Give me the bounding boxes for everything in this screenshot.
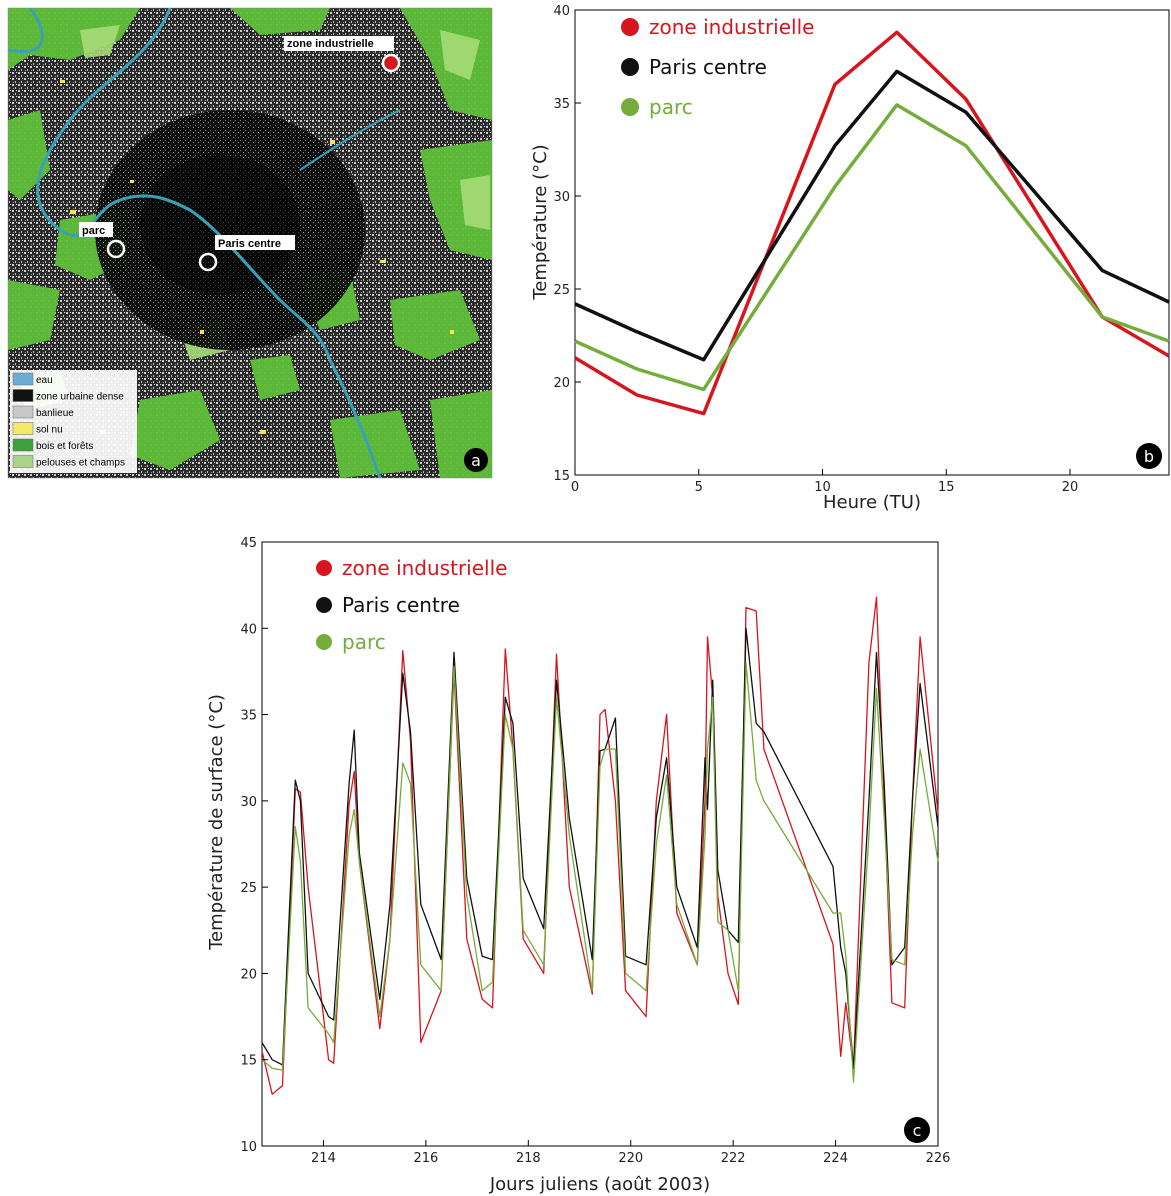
- y-tick-label: 15: [240, 1054, 257, 1069]
- panel-badge-c: c: [904, 1117, 930, 1143]
- map-legend-label: banlieue: [36, 408, 74, 419]
- map-legend-swatch: [12, 438, 34, 452]
- legend-label: parc: [649, 95, 693, 119]
- y-tick-label: 35: [240, 709, 257, 724]
- map-legend-label: bois et forêts: [36, 441, 93, 452]
- x-tick-label: 218: [516, 1151, 541, 1166]
- chart-c-ylabel: Température de surface (°C): [206, 694, 227, 951]
- map-legend: eau zone urbaine dense banlieue sol nu bois …: [10, 370, 137, 473]
- series-line-zone-industrielle: [261, 596, 939, 1095]
- badge-label: a: [471, 451, 481, 470]
- map-legend-swatch: [12, 455, 34, 468]
- callout-label: Paris centre: [218, 238, 281, 250]
- legend-label: zone industrielle: [342, 556, 507, 580]
- callout-label: parc: [82, 225, 105, 237]
- callout-parc: parc: [79, 222, 126, 259]
- callout-paris-centre: Paris centre: [198, 235, 295, 272]
- legend-marker: [621, 98, 639, 116]
- callout-zone-industrielle: zone industrielle: [284, 36, 401, 73]
- x-tick-label: 0: [571, 480, 579, 495]
- chart-b: 0 5 10 15 20 15 20 25 30 35 40 zone industrielle Pa…: [530, 4, 1170, 513]
- x-tick-label: 216: [413, 1151, 438, 1166]
- callout-label: zone industrielle: [287, 38, 374, 50]
- series-line-parc: [261, 662, 939, 1083]
- legend-label: zone industrielle: [649, 15, 814, 39]
- y-tick-label: 35: [553, 97, 570, 112]
- y-tick-label: 45: [240, 536, 257, 551]
- chart-b-frame: [574, 9, 1170, 476]
- series-line-paris-centre: [261, 627, 939, 1069]
- seine-river: [8, 8, 382, 478]
- series-line-paris-centre: [574, 69, 1170, 362]
- badge-label: c: [913, 1121, 922, 1140]
- y-tick-label: 30: [553, 190, 570, 205]
- chart-c-xlabel: Jours juliens (août 2003): [489, 1174, 710, 1195]
- x-tick-label: 220: [618, 1151, 643, 1166]
- panel-badge-a: a: [464, 448, 488, 472]
- series-line-parc: [574, 103, 1170, 392]
- chart-b-ylabel: Température (°C): [530, 144, 551, 300]
- panel-badge-b: b: [1136, 443, 1162, 469]
- land-cover-map: zone industrielle parc Paris centre eau z…: [7, 7, 493, 479]
- zone-industrielle-marker: [381, 53, 401, 73]
- legend-marker: [621, 58, 639, 76]
- legend-marker: [316, 597, 332, 613]
- paris-centre-marker: [198, 252, 218, 272]
- legend-label: Paris centre: [342, 593, 460, 617]
- badge-label: b: [1144, 447, 1154, 466]
- legend-label: Paris centre: [649, 55, 767, 79]
- parc-marker: [106, 239, 126, 259]
- x-tick-label: 5: [695, 480, 703, 495]
- map-legend-swatch: [12, 405, 34, 419]
- series-line-zone-industrielle: [574, 30, 1170, 416]
- map-legend-swatch: [12, 372, 34, 386]
- x-tick-label: 222: [721, 1151, 746, 1166]
- x-tick-label: 224: [823, 1151, 848, 1166]
- legend-marker: [316, 560, 332, 576]
- chart-c: 214 216 218 220 222 224 226 10 15 20 25 30 35 40 45 zo…: [206, 536, 950, 1195]
- x-tick-label: 15: [938, 480, 955, 495]
- map-legend-swatch: [12, 389, 34, 402]
- y-tick-label: 25: [240, 881, 257, 896]
- y-tick-label: 20: [553, 376, 570, 391]
- map-legend-swatch: [12, 422, 34, 435]
- map-legend-label: sol nu: [36, 425, 63, 436]
- y-tick-label: 40: [553, 4, 570, 19]
- map-legend-label: zone urbaine dense: [36, 392, 124, 403]
- legend-marker: [621, 18, 639, 36]
- legend-label: parc: [342, 630, 386, 654]
- x-tick-label: 10: [814, 480, 831, 495]
- x-tick-label: 214: [311, 1151, 336, 1166]
- chart-c-frame: [261, 541, 939, 1147]
- y-tick-label: 20: [240, 967, 257, 982]
- y-tick-label: 10: [240, 1140, 257, 1155]
- x-tick-label: 20: [1062, 480, 1079, 495]
- y-tick-label: 40: [240, 622, 257, 637]
- y-tick-label: 25: [553, 283, 570, 298]
- y-tick-label: 15: [553, 469, 570, 484]
- map-legend-label: eau: [36, 375, 53, 386]
- x-tick-label: 226: [926, 1151, 951, 1166]
- map-legend-label: pelouses et champs: [36, 458, 125, 469]
- y-tick-label: 30: [240, 795, 257, 810]
- chart-b-xlabel: Heure (TU): [823, 492, 921, 513]
- legend-marker: [316, 634, 332, 650]
